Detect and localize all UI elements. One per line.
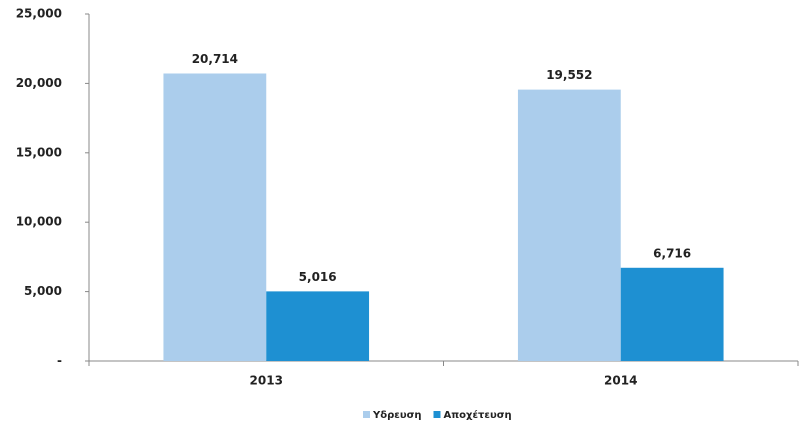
value-label: 19,552 [546, 68, 592, 82]
value-label: 20,714 [192, 52, 238, 66]
x-tick-label: 2013 [250, 374, 283, 388]
y-tick-label: 10,000 [16, 215, 62, 229]
y-tick-label: 20,000 [16, 76, 62, 90]
legend-label: Υδρευση [372, 410, 422, 421]
bar [163, 73, 267, 361]
legend-swatch [433, 411, 441, 418]
value-label: 5,016 [299, 270, 337, 284]
bar [620, 267, 724, 361]
y-tick-label: 5,000 [24, 284, 62, 298]
legend-swatch [363, 411, 370, 418]
y-tick-label: 15,000 [16, 145, 62, 159]
legend-label: Αποχέτευση [444, 409, 512, 421]
bar [266, 291, 370, 361]
x-tick-label: 2014 [604, 374, 637, 388]
y-tick-label: 25,000 [16, 7, 62, 21]
y-tick-label: - [57, 354, 62, 368]
value-label: 6,716 [653, 246, 691, 260]
bar [517, 89, 621, 362]
